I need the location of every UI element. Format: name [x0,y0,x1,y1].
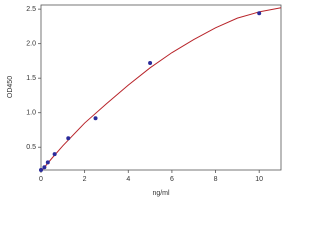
x-tick-label: 0 [39,176,43,183]
y-tick-label: 1.5 [26,75,36,82]
data-point [66,136,71,141]
x-tick-label: 6 [170,176,174,183]
fit-curve [40,7,282,172]
data-point [52,152,57,157]
x-tick-label: 10 [255,176,263,183]
x-tick-label: 4 [126,176,130,183]
data-point [45,160,50,165]
y-tick-label: 1.0 [26,110,36,117]
x-axis-label: ng/ml [152,190,170,197]
y-tick-label: 2.0 [26,41,36,48]
chart: ng/ml OD450 0.5 1.0 1.5 2.0 2.5 0 2 4 6 8 10 [7,4,282,197]
data-point [93,116,98,121]
x-tick-label: 2 [83,176,87,183]
y-axis-label: OD450 [7,76,14,98]
y-tick-label: 0.5 [26,144,36,151]
data-point [148,60,153,65]
y-tick-label: 2.5 [26,6,36,13]
x-tick-label: 8 [214,176,218,183]
data-point [39,168,43,172]
data-point [257,11,262,16]
plot-frame [40,4,282,171]
data-point [42,165,47,170]
